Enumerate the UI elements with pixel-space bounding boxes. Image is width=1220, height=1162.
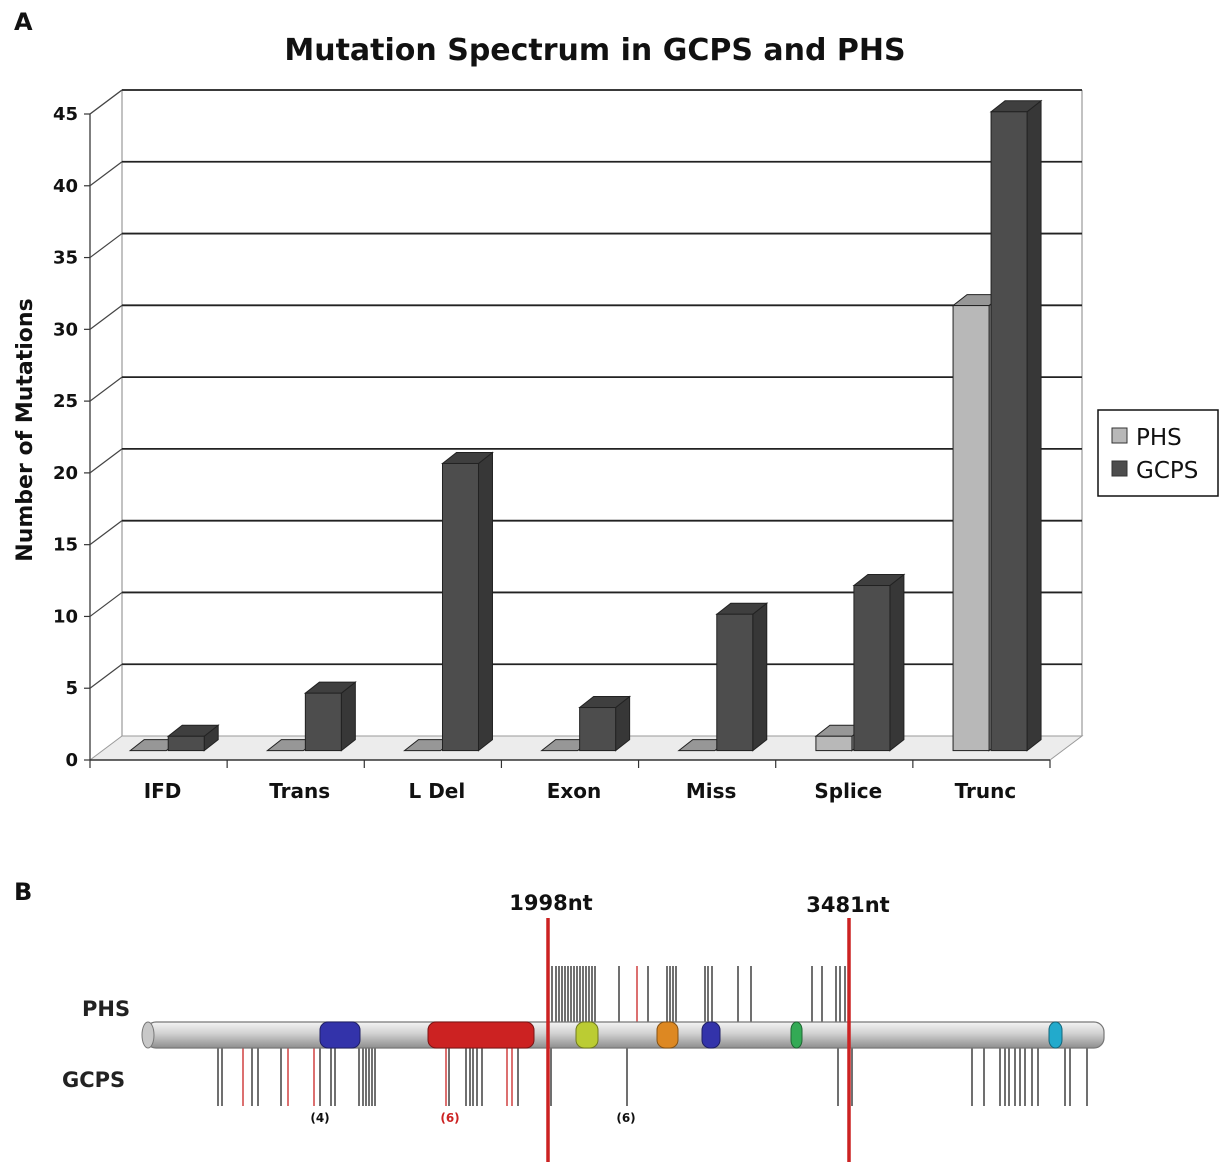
legend-box bbox=[1097, 409, 1219, 497]
gene-domain bbox=[790, 1021, 803, 1049]
y-tick-label: 15 bbox=[53, 535, 78, 556]
y-tick-label: 5 bbox=[65, 678, 78, 699]
gridline-side bbox=[89, 89, 123, 115]
legend-label-gcps: GCPS bbox=[1136, 458, 1198, 484]
gridline-side bbox=[89, 161, 123, 187]
y-tick-label: 10 bbox=[53, 606, 78, 627]
y-axis-ticks: 0 5 10 15 20 25 30 35 40 45 bbox=[53, 104, 90, 771]
chart-bars bbox=[128, 99, 1043, 752]
y-tick-label: 45 bbox=[53, 104, 78, 125]
bar-gcps-trans bbox=[303, 681, 357, 752]
y-tick-label: 30 bbox=[53, 319, 78, 340]
legend: PHS GCPS bbox=[1097, 409, 1219, 497]
gridline-side bbox=[89, 520, 123, 546]
bar-gcps-ifd bbox=[166, 724, 220, 752]
position-markers: 1998nt 3481nt bbox=[509, 891, 890, 1162]
panel-a-label: A bbox=[14, 8, 33, 36]
y-tick-label: 0 bbox=[65, 750, 78, 771]
phs-mutation-lines bbox=[551, 966, 846, 1022]
panel-b-label: B bbox=[14, 878, 32, 906]
marker-label-1998: 1998nt bbox=[509, 891, 592, 915]
y-axis-label: Number of Mutations bbox=[13, 298, 38, 561]
gene-domain bbox=[656, 1021, 679, 1049]
chart-title: Mutation Spectrum in GCPS and PHS bbox=[284, 33, 905, 68]
gridline-side bbox=[89, 448, 123, 474]
gridline-side bbox=[89, 304, 123, 330]
y-tick-label: 25 bbox=[53, 391, 78, 412]
y-tick-label: 35 bbox=[53, 248, 78, 269]
legend-label-phs: PHS bbox=[1136, 425, 1182, 451]
gene-domain bbox=[1048, 1021, 1063, 1049]
x-tick-label: Exon bbox=[547, 779, 602, 803]
bar-gcps-l-del bbox=[441, 451, 494, 752]
track-label-gcps: GCPS bbox=[62, 1068, 125, 1092]
bar-gcps-splice bbox=[852, 573, 906, 752]
count-label-2: (6) bbox=[440, 1111, 459, 1125]
count-label-3: (6) bbox=[616, 1111, 635, 1125]
bar-gcps-trunc bbox=[989, 99, 1043, 752]
legend-swatch-phs bbox=[1111, 427, 1128, 444]
chart-frame bbox=[88, 89, 1084, 761]
gridline-side bbox=[89, 376, 123, 402]
legend-swatch-gcps bbox=[1111, 460, 1128, 477]
gene-domain bbox=[427, 1021, 535, 1049]
x-tick-label: Trans bbox=[269, 779, 330, 803]
gridline-side bbox=[89, 591, 123, 617]
gene-domain bbox=[319, 1021, 361, 1049]
gridline-side bbox=[89, 233, 123, 259]
marker-label-3481: 3481nt bbox=[806, 893, 889, 917]
y-tick-label: 20 bbox=[53, 463, 78, 484]
bar-gcps-miss bbox=[715, 602, 769, 752]
y-tick-label: 40 bbox=[53, 176, 78, 197]
x-tick-label: Miss bbox=[686, 779, 737, 803]
x-tick-label: Trunc bbox=[955, 779, 1017, 803]
gene-domain bbox=[575, 1021, 599, 1049]
gene-domain bbox=[701, 1021, 721, 1049]
x-tick-label: L Del bbox=[408, 779, 465, 803]
gene-domains bbox=[319, 1021, 1063, 1049]
track-label-phs: PHS bbox=[82, 997, 130, 1021]
gene-end-cap bbox=[141, 1021, 155, 1049]
bar-gcps-exon bbox=[578, 695, 632, 752]
gene-body bbox=[145, 1021, 1105, 1049]
gcps-mutation-lines bbox=[217, 1048, 1088, 1106]
x-axis: IFD Trans L Del Exon Miss Splice Trunc bbox=[89, 759, 1051, 803]
gridline-side bbox=[89, 663, 123, 689]
x-tick-label: Splice bbox=[814, 779, 882, 803]
count-label-1: (4) bbox=[310, 1111, 329, 1125]
x-tick-label: IFD bbox=[144, 779, 182, 803]
gene-cylinder bbox=[141, 1021, 1105, 1049]
